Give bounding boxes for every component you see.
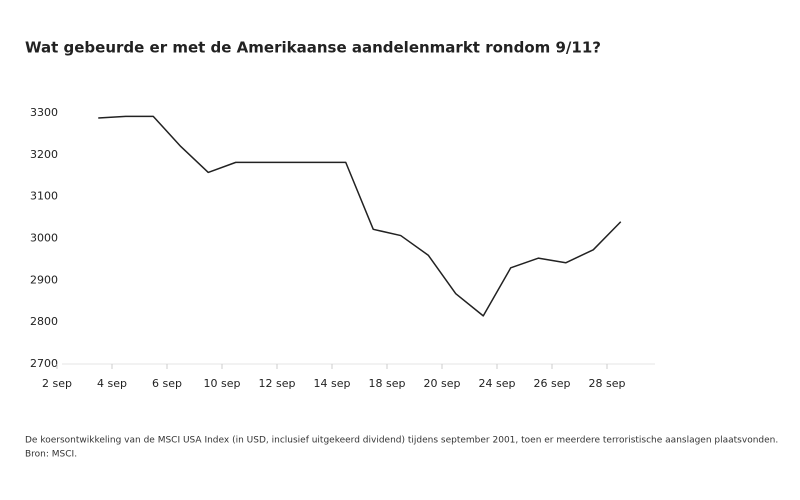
y-tick-label: 2800 <box>30 315 58 328</box>
y-tick-label: 3000 <box>30 232 58 245</box>
chart-title: Wat gebeurde er met de Amerikaanse aande… <box>25 39 601 57</box>
x-tick-label: 14 sep <box>314 377 351 390</box>
x-tick-label: 24 sep <box>479 377 516 390</box>
x-tick-label: 18 sep <box>369 377 406 390</box>
x-tick-label: 4 sep <box>97 377 127 390</box>
line <box>98 115 622 317</box>
x-tick-label: 2 sep <box>42 377 72 390</box>
x-tick-label: 10 sep <box>204 377 241 390</box>
x-tick-label: 6 sep <box>152 377 182 390</box>
x-tick-label: 12 sep <box>259 377 296 390</box>
x-tick-label: 20 sep <box>424 377 461 390</box>
x-tick-label: 28 sep <box>589 377 626 390</box>
y-tick-label: 2900 <box>30 273 58 286</box>
y-tick-label: 3300 <box>30 106 58 119</box>
y-tick-label: 3100 <box>30 190 58 203</box>
y-tick-label: 2700 <box>30 357 58 370</box>
source: Bron: MSCI. <box>25 450 77 460</box>
y-tick-label: 3200 <box>30 148 58 161</box>
x-tick-label: 26 sep <box>534 377 571 390</box>
caption: De koersontwikkeling van de MSCI USA Ind… <box>25 436 778 446</box>
